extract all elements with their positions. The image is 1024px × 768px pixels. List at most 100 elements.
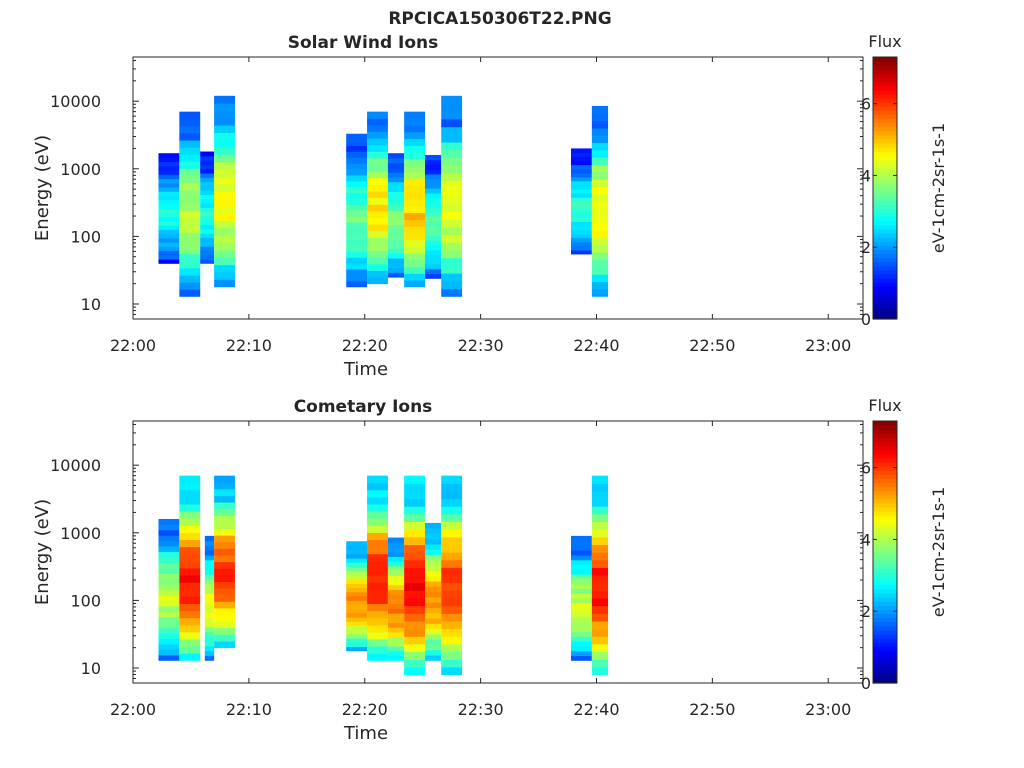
colorbar-segment — [873, 273, 897, 279]
spectrogram-cell — [404, 659, 425, 668]
spectrogram-cell — [200, 254, 215, 260]
spectrogram-cell — [158, 170, 180, 175]
colorbar-segment — [873, 306, 897, 312]
chart-panel-1: Solar Wind Ions 22:00 22:10 22:20 22:30 22:40… — [32, 32, 948, 380]
spectrogram-cell — [571, 631, 592, 637]
spectrogram-cell — [571, 217, 592, 222]
spectrogram-cell — [346, 612, 368, 618]
spectrogram-cell — [179, 582, 201, 590]
spectrogram-cell — [571, 249, 592, 255]
spectrogram-cell — [591, 544, 609, 553]
spectrogram-cell — [204, 555, 215, 561]
colorbar: Flux 0 2 4 6 eV-1cm-2sr-1s-1 — [861, 32, 948, 329]
spectrogram-cell — [425, 268, 442, 275]
spectrogram-cell — [204, 645, 215, 652]
spectrogram-cell — [158, 204, 180, 209]
colorbar-segment — [873, 93, 897, 99]
spectrogram-cell — [214, 621, 235, 629]
x-tick-label: 22:00 — [110, 700, 156, 719]
colorbar-segment — [873, 588, 897, 594]
spectrogram-cell — [591, 230, 609, 239]
spectrogram-cell — [346, 574, 368, 580]
colorbar-title: Flux — [868, 396, 901, 415]
colorbar-segment — [873, 204, 897, 210]
spectrogram-cell — [179, 567, 201, 576]
spectrogram-cell — [425, 570, 442, 577]
colorbar-frame — [872, 420, 898, 684]
spectrogram-cell — [591, 179, 609, 187]
spectrogram-cell — [179, 211, 201, 219]
spectrogram-cell — [367, 596, 388, 604]
colorbar-segment — [873, 617, 897, 623]
colorbar-segment — [873, 601, 897, 606]
spectrogram-cell — [425, 628, 442, 635]
colorbar-segment — [873, 425, 897, 430]
spectrogram-cell — [425, 538, 442, 545]
y-tick-label: 1000 — [60, 524, 101, 543]
spectrogram-cell — [591, 521, 609, 530]
spectrogram-cell — [404, 152, 425, 160]
spectrogram-cell — [179, 589, 201, 597]
x-tick-label: 22:00 — [110, 336, 156, 355]
spectrogram-cell — [441, 666, 463, 676]
spectrogram-cell — [158, 220, 180, 226]
colorbar-segment — [873, 568, 897, 574]
spectrogram-cell — [179, 289, 201, 297]
spectrogram-cell — [158, 178, 180, 184]
spectrogram-cell — [158, 654, 180, 661]
spectrogram-cell — [158, 622, 180, 629]
colorbar-segment — [873, 69, 897, 74]
spectrogram-cell — [179, 282, 201, 290]
spectrogram-cell — [200, 185, 215, 191]
spectrogram-cell — [214, 279, 235, 288]
spectrogram-cell — [179, 518, 201, 526]
spectrogram-cell — [404, 590, 425, 599]
spectrogram-cell — [425, 230, 442, 237]
spectrogram-cell — [591, 120, 609, 129]
colorbar-segment — [873, 605, 897, 610]
spectrogram-cell — [158, 551, 180, 558]
spectrogram-cell — [158, 638, 180, 645]
spectrogram-cell — [591, 105, 609, 114]
colorbar-segment — [873, 637, 897, 643]
colorbar-tick-label: 2 — [861, 602, 871, 621]
spectrogram-cell — [571, 593, 592, 599]
spectrogram-cell — [158, 191, 180, 197]
spectrogram-cell — [179, 232, 201, 240]
spectrogram-cell — [441, 142, 463, 151]
x-tick-label: 22:50 — [689, 336, 735, 355]
spectrogram-cell — [387, 636, 405, 642]
spectrogram-cell — [387, 641, 405, 647]
colorbar-label: eV-1cm-2sr-1s-1 — [929, 487, 948, 617]
spectrogram-cell — [387, 205, 405, 211]
spectrogram-cell — [214, 125, 235, 134]
spectrogram-cell — [200, 203, 215, 208]
spectrogram-cell — [367, 111, 388, 119]
colorbar-tick-label: 6 — [861, 95, 871, 114]
spectrogram-cell — [404, 521, 425, 530]
spectrogram-cell — [158, 242, 180, 247]
spectrogram-cell — [591, 171, 609, 180]
spectrogram-cell — [346, 174, 368, 182]
spectrogram-cell — [441, 118, 463, 128]
spectrogram-cell — [367, 575, 388, 583]
spectrogram-cell — [214, 508, 235, 516]
spectrogram-cell — [214, 198, 235, 207]
spectrogram-cell — [214, 482, 235, 490]
colorbar-frame — [872, 56, 898, 320]
colorbar-segment — [873, 73, 897, 79]
spectrogram-cell — [441, 126, 463, 135]
spectrogram-cell — [571, 201, 592, 206]
spectrogram-cell — [346, 139, 368, 146]
colorbar-tick-label: 6 — [861, 459, 871, 478]
spectrogram-cell — [571, 545, 592, 551]
spectrogram-cell — [441, 651, 463, 660]
spectrogram-cell — [441, 605, 463, 614]
colorbar-segment — [873, 151, 897, 156]
y-tick-label: 1000 — [60, 160, 101, 179]
spectrogram-cell — [158, 573, 180, 580]
spectrogram-cell — [214, 176, 235, 185]
spectrogram-cell — [214, 227, 235, 236]
spectrogram-cell — [404, 273, 425, 281]
spectrogram-cell — [367, 617, 388, 626]
